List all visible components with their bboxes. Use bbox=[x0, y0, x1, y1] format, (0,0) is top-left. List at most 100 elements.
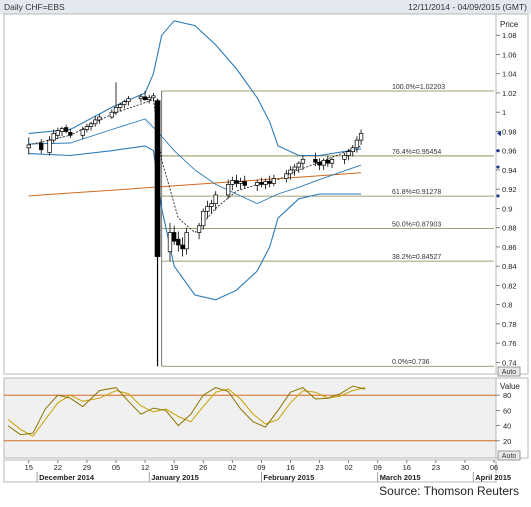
price-tick-label: 0.8 bbox=[502, 301, 512, 310]
candle-body bbox=[176, 238, 181, 246]
candle-body bbox=[209, 203, 214, 207]
candle-body bbox=[292, 166, 297, 171]
price-tick-label: 0.82 bbox=[502, 281, 517, 290]
stochastic-k-line bbox=[7, 385, 366, 436]
stochastic-tick-label: 80 bbox=[503, 391, 511, 400]
axis-dot bbox=[496, 194, 500, 198]
header-bar bbox=[0, 0, 531, 14]
candle-body bbox=[64, 127, 69, 132]
candle-body bbox=[147, 97, 152, 101]
fib-level-label: 76.4%=0.95454 bbox=[392, 149, 441, 156]
candle-body bbox=[55, 130, 60, 136]
stochastic-auto-button[interactable] bbox=[497, 450, 521, 461]
bollinger-lower-line bbox=[28, 145, 362, 301]
candle-body bbox=[271, 178, 276, 184]
price-tick-label: 0.86 bbox=[502, 243, 517, 252]
price-auto-label: Auto bbox=[502, 369, 517, 376]
price-layer: 0.74 0.76 0.78 0.8 0.82 0.84 0.86 0.88 0.9 0.92 0.… bbox=[26, 20, 517, 367]
candle-body bbox=[138, 96, 144, 100]
date-tick-label: 16 bbox=[403, 463, 411, 472]
fib-level-label: 0.0%=0.736 bbox=[392, 359, 430, 366]
date-tick-label: 30 bbox=[461, 463, 469, 472]
candle-body bbox=[321, 159, 326, 166]
candle-body bbox=[358, 133, 364, 141]
date-axis-layer: 15 22 29 05 12 19 26 02 09 16 23 02 09 16 23 30 06 Decemb… bbox=[25, 460, 511, 482]
candle-body bbox=[242, 181, 247, 186]
month-label: April 2015 bbox=[475, 473, 511, 482]
stochastic-tick-label: 60 bbox=[503, 406, 511, 415]
candle-body bbox=[213, 194, 218, 204]
date-tick-label: 29 bbox=[83, 463, 91, 472]
stochastic-tick-label: 20 bbox=[503, 437, 511, 446]
candle-body bbox=[154, 100, 161, 257]
price-tick-label: 1 bbox=[502, 108, 506, 117]
price-auto-button[interactable] bbox=[497, 366, 521, 377]
candle-body bbox=[238, 181, 243, 184]
fib-level-label: 100.0%=1.02203 bbox=[392, 84, 445, 91]
candle-body bbox=[226, 184, 231, 196]
candle-body bbox=[255, 182, 260, 186]
candle-body bbox=[234, 180, 239, 184]
stochastic-layer: 20 40 60 80 bbox=[4, 385, 511, 446]
candle-body bbox=[26, 144, 31, 149]
candle-body bbox=[80, 129, 85, 136]
date-tick-label: 02 bbox=[344, 463, 352, 472]
candle-body bbox=[51, 133, 56, 141]
candle-body bbox=[259, 182, 264, 185]
candle-body bbox=[97, 116, 102, 121]
date-tick-label: 22 bbox=[54, 463, 62, 472]
price-tick-label: 0.74 bbox=[502, 358, 517, 367]
price-tick-label: 0.96 bbox=[502, 147, 517, 156]
date-tick-label: 06 bbox=[490, 463, 498, 472]
moving-average-line bbox=[28, 172, 362, 197]
candle-body bbox=[201, 210, 206, 227]
source-credit: Source: Thomson Reuters bbox=[379, 484, 519, 498]
date-tick-label: 16 bbox=[286, 463, 294, 472]
candle-body bbox=[84, 126, 90, 130]
month-label: February 2015 bbox=[263, 473, 314, 482]
month-label: December 2014 bbox=[39, 473, 95, 482]
stochastic-axis-label: Value bbox=[500, 382, 520, 391]
date-tick-label: 23 bbox=[432, 463, 440, 472]
candle-body bbox=[300, 159, 306, 164]
last-price-marker bbox=[497, 130, 501, 137]
price-tick-label: 0.84 bbox=[502, 262, 517, 271]
price-tick-label: 1.08 bbox=[502, 31, 517, 40]
stochastic-axis-area bbox=[495, 377, 529, 459]
candle-body bbox=[354, 139, 360, 149]
month-label: March 2015 bbox=[380, 473, 421, 482]
candle-body bbox=[113, 107, 119, 113]
candle-body bbox=[172, 232, 177, 242]
price-tick-label: 1.06 bbox=[502, 50, 517, 59]
price-tick-label: 0.94 bbox=[502, 166, 517, 175]
fib-level-label: 61.8%=0.91278 bbox=[392, 189, 441, 196]
fib-level-label: 50.0%=0.87903 bbox=[392, 222, 441, 229]
date-tick-label: 19 bbox=[170, 463, 178, 472]
date-tick-label: 09 bbox=[257, 463, 265, 472]
date-tick-label: 09 bbox=[374, 463, 382, 472]
candle-body bbox=[126, 98, 131, 102]
price-tick-label: 0.76 bbox=[502, 339, 517, 348]
candle-body bbox=[109, 111, 114, 118]
candle-body bbox=[47, 139, 52, 153]
chart-title: Daily CHF=EBS bbox=[4, 2, 65, 12]
candle-body bbox=[88, 123, 94, 127]
date-tick-label: 05 bbox=[112, 463, 120, 472]
candle-body bbox=[142, 96, 148, 101]
candle-body bbox=[329, 159, 335, 164]
price-tick-label: 0.78 bbox=[502, 320, 517, 329]
candle-body bbox=[205, 206, 210, 212]
date-axis bbox=[3, 459, 497, 483]
candle-body bbox=[346, 151, 351, 156]
date-tick-label: 12 bbox=[141, 463, 149, 472]
candle-body bbox=[230, 180, 235, 185]
candle-body bbox=[296, 162, 301, 168]
stochastic-tick-label: 40 bbox=[503, 422, 511, 431]
candle-body bbox=[350, 147, 355, 153]
candle-body bbox=[342, 155, 347, 160]
fib-level-label: 38.2%=0.84527 bbox=[392, 254, 441, 261]
candle-body bbox=[267, 181, 272, 184]
axis-dot bbox=[496, 149, 500, 153]
price-tick-label: 0.88 bbox=[502, 224, 517, 233]
